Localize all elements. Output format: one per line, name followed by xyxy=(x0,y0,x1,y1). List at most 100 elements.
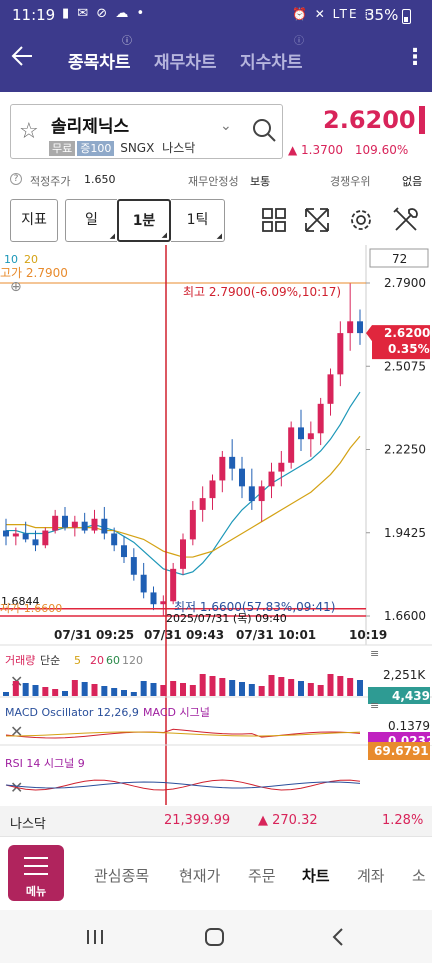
volume-ma-label: 5 xyxy=(74,654,81,667)
battery-icon xyxy=(402,9,411,24)
system-status-icons: ⏰ ✕ LTE ⁞⁞ xyxy=(292,7,377,21)
volume-bar xyxy=(268,675,275,696)
recent-apps-icon[interactable] xyxy=(87,930,103,944)
volume-bar xyxy=(52,689,59,696)
index-percent: 1.28% xyxy=(382,813,424,828)
candle-body xyxy=(288,427,295,463)
current-pct-tag-value: 0.35% xyxy=(388,342,430,356)
market: 나스닥 xyxy=(162,141,196,155)
candle-body xyxy=(317,403,324,434)
rsi-cur-value: 69.6791 xyxy=(374,744,429,758)
back-icon[interactable] xyxy=(332,928,343,946)
index-ticker-bar[interactable]: 나스닥 21,399.99 ▲ 270.32 1.28% xyxy=(0,806,432,836)
tick-label: 1틱 xyxy=(186,212,209,228)
nav-account[interactable]: 계좌 xyxy=(357,867,385,885)
tab-financial-chart[interactable]: 재무차트 xyxy=(154,48,217,73)
volume-bar xyxy=(278,677,285,696)
rsi-signal-line xyxy=(5,781,361,789)
settings-gear-icon[interactable] xyxy=(346,205,376,235)
indicator-label: 지표 xyxy=(21,212,47,228)
ma20-label: 20 xyxy=(24,253,38,266)
status-bar: 11:19 ▮ ✉ ⊘ ☁ • ⏰ ✕ LTE ⁞⁞ 35% xyxy=(0,0,432,30)
stock-chart[interactable]: 최고 2.7900(-6.09%,10:17) 최저 1.6600(57.83%,… xyxy=(0,245,432,805)
price-tick-label: 2.2250 xyxy=(384,443,426,457)
volume-title: 거래량 xyxy=(5,654,35,667)
volume-bar xyxy=(199,674,206,696)
nav-current-price[interactable]: 현재가 xyxy=(179,867,221,885)
tab-label: 지수차트 xyxy=(240,53,303,73)
macd-title: MACD 시그널 xyxy=(143,706,210,719)
nav-watchlist[interactable]: 관심종목 xyxy=(94,867,150,885)
candle-body xyxy=(150,592,157,605)
macd-osc-title: MACD Oscillator 12,26,9 xyxy=(5,706,139,719)
competition-value: 없음 xyxy=(402,175,423,188)
nav-chart[interactable]: 차트 xyxy=(302,867,330,885)
menu-button[interactable]: 메뉴 xyxy=(8,845,64,901)
price-indicator-bar xyxy=(419,106,425,134)
search-icon[interactable] xyxy=(251,117,277,143)
system-navigation-bar xyxy=(0,910,432,963)
candle-body xyxy=(12,533,19,537)
more-menu-icon[interactable]: ⋮ xyxy=(404,45,426,70)
volume-bar xyxy=(3,692,9,696)
volume-ma-label: 60 xyxy=(106,654,120,667)
period-1tick-button[interactable]: 1틱 ◢ xyxy=(171,199,225,242)
candle-body xyxy=(180,539,186,569)
home-icon[interactable] xyxy=(205,928,224,946)
price-tick-label: 2.7900 xyxy=(384,276,426,290)
period-1min-button[interactable]: 1분 ◢ xyxy=(117,199,171,242)
help-icon[interactable]: ? xyxy=(10,173,22,185)
volume-max-label: 2,251K xyxy=(383,668,426,682)
period-day-button[interactable]: 일 ◢ xyxy=(65,199,117,242)
volume-bar xyxy=(12,681,19,696)
drawing-tools-icon[interactable] xyxy=(391,205,421,235)
candle-body xyxy=(81,521,88,531)
fullscreen-icon[interactable] xyxy=(302,205,332,235)
info-icon: ⓘ xyxy=(294,36,304,47)
fair-price-value: 1.650 xyxy=(84,173,116,186)
candle-body xyxy=(140,574,147,593)
grid-layout-icon[interactable] xyxy=(259,205,289,235)
panel-menu-icon: ≡ xyxy=(370,699,379,712)
change-percent: 109.60% xyxy=(354,143,409,157)
status-time: 11:19 xyxy=(12,6,56,24)
stock-selector[interactable]: ☆ 솔리제닉스 무료 증100 SNGX 나스닥 ⌄ xyxy=(10,104,283,159)
time-tick-label: 07/31 09:25 xyxy=(54,628,134,642)
volume-bar xyxy=(239,682,245,696)
star-icon[interactable]: ☆ xyxy=(19,119,39,144)
competition-label: 경쟁우위 xyxy=(330,175,371,188)
candle-body xyxy=(189,509,196,540)
volume-bar xyxy=(71,680,78,696)
chevron-down-icon[interactable]: ⌄ xyxy=(220,118,232,134)
panel-menu-icon: ≡ xyxy=(370,647,379,660)
volume-bar xyxy=(307,683,314,696)
candle-body xyxy=(71,521,78,528)
close-panel-icon: ✕ xyxy=(10,722,23,741)
indicator-button[interactable]: 지표 xyxy=(10,199,58,242)
candle-body xyxy=(160,601,167,605)
volume-bar xyxy=(189,685,196,696)
tab-stock-chart[interactable]: ⓘ 종목차트 xyxy=(68,36,132,73)
volume-bar xyxy=(22,683,29,696)
candlesticks xyxy=(3,283,363,616)
volume-bar xyxy=(62,691,68,696)
nav-more[interactable]: 소 xyxy=(412,867,426,885)
index-change: ▲ 270.32 xyxy=(258,813,318,828)
price-tick-label: 1.9425 xyxy=(384,526,426,540)
back-arrow-icon[interactable] xyxy=(10,42,40,78)
index-value: 21,399.99 xyxy=(164,813,231,828)
volume-bar xyxy=(150,683,157,696)
app-header: 11:19 ▮ ✉ ⊘ ☁ • ⏰ ✕ LTE ⁞⁞ 35% ⓘ 종목차트 재무… xyxy=(0,0,432,92)
tab-label: 종목차트 xyxy=(68,53,131,73)
candle-body xyxy=(130,557,137,575)
fair-price-label: 적정주가 xyxy=(30,175,71,188)
tab-index-chart[interactable]: ⓘ 지수차트 xyxy=(240,36,304,73)
info-icon: ⓘ xyxy=(122,36,132,47)
nav-order[interactable]: 주문 xyxy=(248,867,276,885)
change-value: ▲ 1.3700 xyxy=(288,143,344,157)
volume-cur-value: 4,439 xyxy=(392,689,430,703)
candle-body xyxy=(22,533,29,540)
crosshair-time-label: 2025/07/31 (목) 09:40 xyxy=(166,612,287,625)
volume-bar xyxy=(327,674,334,696)
